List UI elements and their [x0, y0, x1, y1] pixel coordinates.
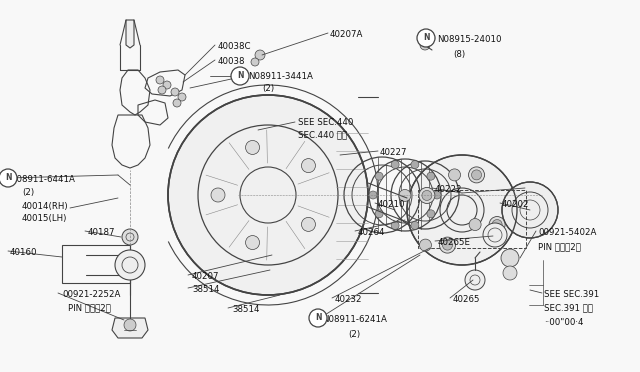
Text: 40265E: 40265E — [438, 238, 471, 247]
Circle shape — [375, 172, 383, 180]
Circle shape — [391, 161, 399, 169]
Circle shape — [465, 270, 485, 290]
Text: 40015(LH): 40015(LH) — [22, 214, 67, 223]
Circle shape — [369, 191, 377, 199]
Text: SEE SEC.391: SEE SEC.391 — [544, 290, 599, 299]
Circle shape — [251, 58, 259, 66]
Text: (8): (8) — [453, 50, 465, 59]
Circle shape — [255, 50, 265, 60]
Text: N08911-3441A: N08911-3441A — [248, 72, 313, 81]
Text: 40187: 40187 — [88, 228, 115, 237]
Text: 40210: 40210 — [378, 200, 406, 209]
Circle shape — [483, 223, 507, 247]
Circle shape — [309, 309, 327, 327]
Circle shape — [411, 161, 419, 169]
Circle shape — [472, 170, 481, 180]
Text: PIN ピン（2）: PIN ピン（2） — [68, 303, 111, 312]
Circle shape — [503, 266, 517, 280]
Circle shape — [0, 169, 17, 187]
Text: N08915-24010: N08915-24010 — [437, 35, 502, 44]
Circle shape — [422, 190, 432, 201]
Circle shape — [442, 240, 452, 250]
Circle shape — [433, 191, 441, 199]
Circle shape — [168, 95, 368, 295]
Circle shape — [124, 319, 136, 331]
Text: 40264: 40264 — [358, 228, 385, 237]
Circle shape — [501, 249, 519, 267]
Circle shape — [391, 221, 399, 230]
Text: 40014(RH): 40014(RH) — [22, 202, 68, 211]
Text: SEE SEC.440: SEE SEC.440 — [298, 118, 353, 127]
Circle shape — [411, 221, 419, 230]
Text: N: N — [315, 314, 321, 323]
Bar — [418, 190, 526, 248]
Circle shape — [469, 218, 481, 231]
Circle shape — [427, 172, 435, 180]
Circle shape — [375, 210, 383, 218]
Text: SEC.391 参照: SEC.391 参照 — [544, 303, 593, 312]
Circle shape — [419, 187, 435, 203]
Circle shape — [489, 217, 505, 232]
Text: N08911-6441A: N08911-6441A — [10, 175, 75, 184]
Text: N: N — [423, 33, 429, 42]
Text: N08911-6241A: N08911-6241A — [322, 315, 387, 324]
Circle shape — [246, 141, 260, 154]
Circle shape — [420, 40, 430, 50]
Circle shape — [449, 169, 461, 181]
Text: N: N — [237, 71, 243, 80]
Circle shape — [122, 229, 138, 245]
Circle shape — [231, 67, 249, 85]
Bar — [62, 245, 130, 283]
Circle shape — [502, 182, 558, 238]
Text: N: N — [4, 173, 12, 183]
Circle shape — [419, 239, 431, 251]
Circle shape — [440, 237, 456, 253]
Circle shape — [301, 158, 316, 173]
Circle shape — [158, 86, 166, 94]
Text: (2): (2) — [262, 84, 274, 93]
Circle shape — [246, 235, 260, 250]
Text: 40232: 40232 — [335, 295, 362, 304]
Polygon shape — [126, 20, 134, 48]
Circle shape — [115, 250, 145, 280]
Text: 40038: 40038 — [218, 57, 246, 66]
Text: 38514: 38514 — [232, 305, 259, 314]
Text: ··00"00·4: ··00"00·4 — [544, 318, 584, 327]
Text: PIN ピン（2）: PIN ピン（2） — [538, 242, 581, 251]
Text: 00921-5402A: 00921-5402A — [538, 228, 596, 237]
Text: 40038C: 40038C — [218, 42, 252, 51]
Circle shape — [399, 189, 411, 202]
Circle shape — [407, 155, 517, 265]
Circle shape — [173, 99, 181, 107]
Circle shape — [171, 88, 179, 96]
Text: 40160: 40160 — [10, 248, 38, 257]
Text: 40207A: 40207A — [330, 30, 364, 39]
Circle shape — [178, 93, 186, 101]
Text: 40227: 40227 — [380, 148, 408, 157]
Text: (2): (2) — [348, 330, 360, 339]
Polygon shape — [112, 318, 148, 338]
Circle shape — [427, 210, 435, 218]
Circle shape — [211, 188, 225, 202]
Circle shape — [417, 29, 435, 47]
Text: 40222: 40222 — [435, 185, 463, 194]
Text: 40202: 40202 — [502, 200, 529, 209]
Text: SEC.440 参照: SEC.440 参照 — [298, 130, 347, 139]
Text: 40265: 40265 — [453, 295, 481, 304]
Circle shape — [301, 217, 316, 231]
Circle shape — [163, 81, 171, 89]
Circle shape — [468, 167, 484, 183]
Text: 40207: 40207 — [192, 272, 220, 281]
Text: (2): (2) — [22, 188, 34, 197]
Text: 00921-2252A: 00921-2252A — [62, 290, 120, 299]
Text: 38514: 38514 — [192, 285, 220, 294]
Circle shape — [156, 76, 164, 84]
Circle shape — [492, 219, 502, 230]
